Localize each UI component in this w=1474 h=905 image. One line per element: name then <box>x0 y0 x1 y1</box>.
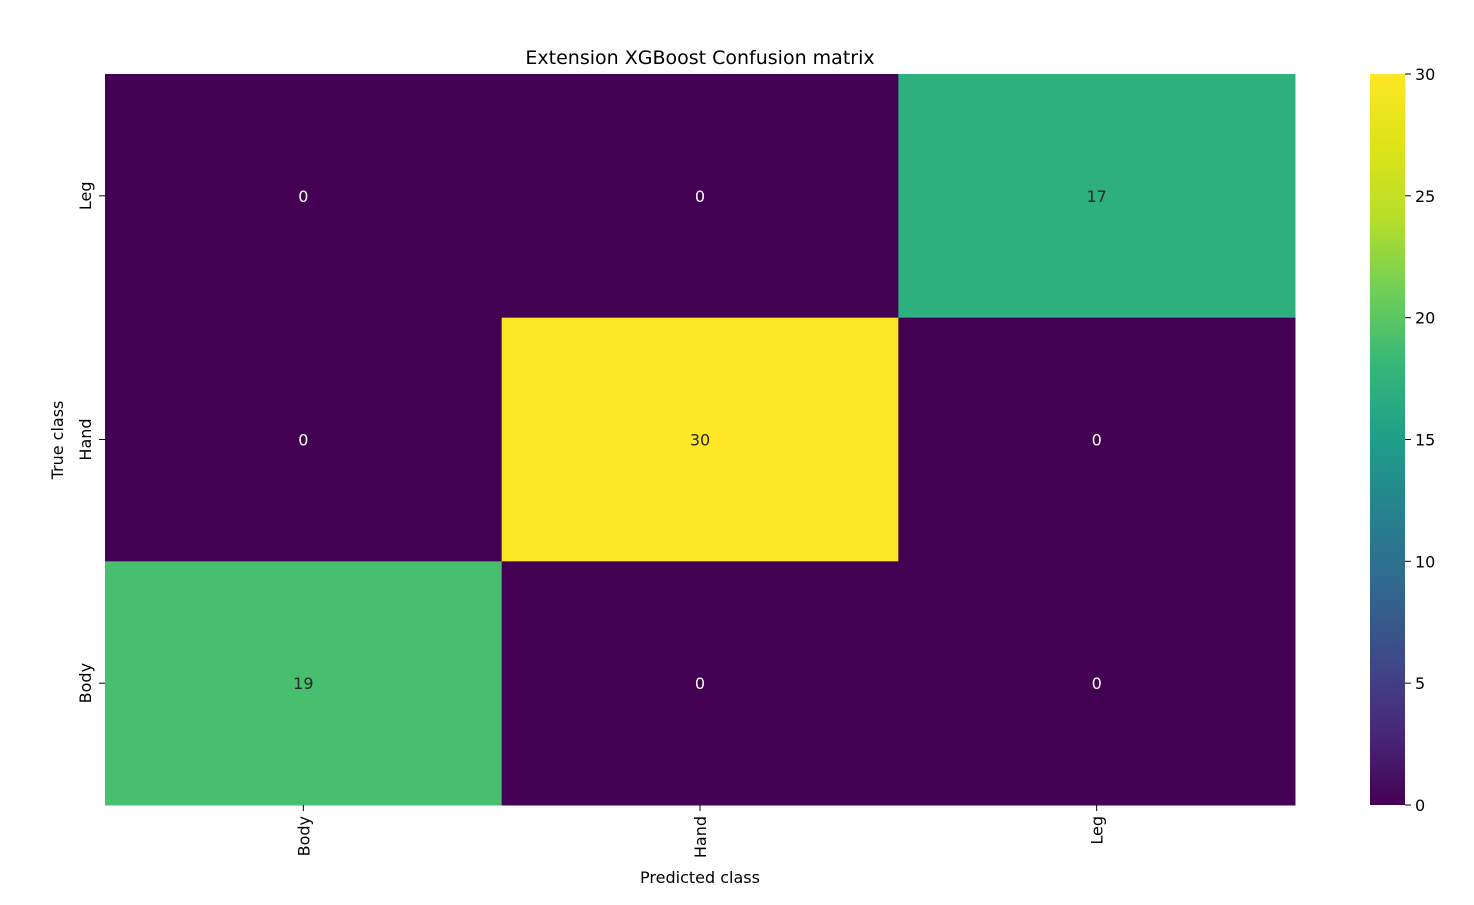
heatmap-cells <box>105 74 1296 806</box>
heatmap-cell <box>105 561 503 806</box>
cell-value-label: 0 <box>695 674 705 693</box>
colorbar <box>1370 74 1405 805</box>
colorbar-tick-label: 10 <box>1415 552 1435 571</box>
cell-value-label: 0 <box>695 187 705 206</box>
heatmap-cell <box>898 317 1296 562</box>
cell-value-label: 30 <box>690 431 710 450</box>
y-axis-label: True class <box>48 401 67 481</box>
colorbar-axis: 0 5 10 15 20 25 30 <box>1405 65 1435 815</box>
chart-title: Extension XGBoost Confusion matrix <box>525 47 874 69</box>
heatmap-cell <box>501 317 899 562</box>
x-axis-label: Predicted class <box>640 868 760 887</box>
heatmap-cell <box>898 561 1296 806</box>
colorbar-tick-label: 0 <box>1415 796 1425 815</box>
colorbar-tick-label: 15 <box>1415 431 1435 450</box>
colorbar-tick-label: 25 <box>1415 187 1435 206</box>
y-tick-label: Hand <box>76 418 95 460</box>
y-tick-label: Leg <box>76 182 95 211</box>
cell-value-label: 0 <box>1092 674 1102 693</box>
heatmap-cell <box>898 74 1296 319</box>
heatmap-cell <box>501 561 899 806</box>
heatmap-cell <box>105 317 503 562</box>
colorbar-tick-label: 30 <box>1415 65 1435 84</box>
y-axis: Leg Hand Body <box>76 182 105 703</box>
colorbar-tick-label: 20 <box>1415 309 1435 328</box>
x-tick-label: Body <box>294 816 313 856</box>
colorbar-tick-label: 5 <box>1415 674 1425 693</box>
x-tick-label: Leg <box>1088 816 1107 845</box>
cell-value-label: 17 <box>1086 187 1106 206</box>
cell-value-labels: 0 0 17 0 30 0 19 0 0 <box>293 187 1107 693</box>
cell-value-label: 0 <box>298 187 308 206</box>
heatmap-cell <box>501 74 899 319</box>
cell-value-label: 0 <box>1092 431 1102 450</box>
cell-value-label: 0 <box>298 431 308 450</box>
cell-value-label: 19 <box>293 674 313 693</box>
heatmap-cell <box>105 74 503 319</box>
y-tick-label: Body <box>76 663 95 703</box>
x-tick-label: Hand <box>691 816 710 858</box>
x-axis: Body Hand Leg <box>294 805 1107 858</box>
